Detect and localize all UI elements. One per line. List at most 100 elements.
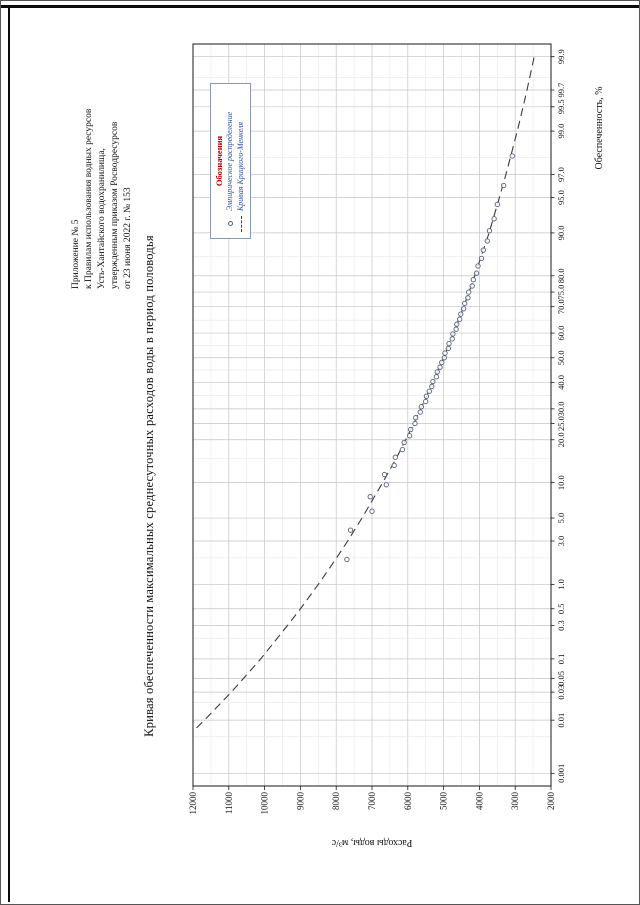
- empirical-point: [413, 415, 419, 421]
- legend-title: Обозначения: [214, 135, 224, 187]
- empirical-point: [406, 433, 413, 439]
- x-tick-label: 0.5: [556, 603, 566, 614]
- empirical-point: [449, 336, 455, 342]
- x-tick-label: 0.01: [556, 713, 566, 728]
- empirical-point: [501, 182, 507, 189]
- y-tick-label: 12000: [188, 792, 198, 815]
- empirical-point: [470, 277, 476, 283]
- empirical-point: [460, 306, 467, 312]
- y-tick-label: 8000: [331, 792, 341, 811]
- y-tick-label: 7000: [367, 792, 377, 811]
- x-tick-label: 99.7: [556, 83, 566, 98]
- empirical-point: [439, 359, 445, 366]
- y-tick-label: 9000: [295, 792, 305, 811]
- empirical-point: [423, 393, 430, 399]
- x-tick-label: 90.0: [556, 225, 566, 240]
- x-tick-label: 10.0: [556, 475, 566, 490]
- empirical-point: [434, 369, 440, 375]
- empirical-point: [457, 316, 463, 322]
- empirical-point: [437, 364, 443, 370]
- empirical-point: [369, 508, 375, 514]
- x-tick-label: 0.001: [556, 764, 566, 783]
- x-tick-label: 30.0: [556, 401, 566, 416]
- empirical-point: [401, 439, 407, 446]
- empirical-point: [408, 426, 414, 433]
- empirical-point: [450, 331, 456, 337]
- empirical-point: [473, 270, 480, 276]
- empirical-point: [433, 374, 440, 380]
- empirical-point: [347, 527, 354, 533]
- empirical-point: [484, 238, 490, 244]
- empirical-point: [509, 153, 515, 159]
- empirical-point: [454, 321, 460, 327]
- plot-frame: [192, 43, 552, 787]
- y-tick-label: 11000: [224, 792, 234, 815]
- empirical-point: [391, 462, 397, 469]
- empirical-point: [466, 289, 472, 295]
- x-axis-title: Обеспеченность, %: [594, 87, 605, 170]
- scan-border-top: [1, 5, 639, 8]
- kritsky-menkel-curve: [193, 56, 535, 774]
- empirical-point: [465, 295, 471, 301]
- empirical-point: [453, 326, 459, 332]
- empirical-point: [494, 201, 500, 208]
- y-tick-label: 2000: [546, 792, 556, 811]
- empirical-point: [429, 383, 435, 390]
- x-tick-label: 0.05: [556, 671, 566, 686]
- empirical-point: [392, 454, 398, 460]
- x-tick-label: 20.0: [556, 432, 566, 447]
- empirical-point: [430, 378, 436, 385]
- x-tick-label: 60.0: [556, 326, 566, 341]
- empirical-point: [381, 471, 388, 478]
- x-tick-label: 99.5: [556, 99, 566, 114]
- empirical-point: [412, 420, 418, 427]
- empirical-point: [367, 494, 373, 500]
- x-tick-label: 99.0: [556, 124, 566, 139]
- x-tick-label: 75.0: [556, 285, 566, 300]
- empirical-point: [399, 446, 406, 453]
- empirical-point: [441, 355, 447, 361]
- empirical-point: [480, 247, 486, 253]
- x-tick-label: 50.0: [556, 350, 566, 365]
- chart-legend: Обозначения Эмпирическое распределение К…: [210, 83, 251, 239]
- empirical-point: [469, 283, 475, 289]
- x-tick-label: 0.3: [556, 620, 566, 631]
- empirical-point: [383, 482, 389, 488]
- y-tick-label: 4000: [474, 792, 484, 811]
- empirical-point: [478, 255, 485, 262]
- empirical-point: [426, 388, 432, 394]
- x-tick-label: 3.0: [556, 536, 566, 547]
- empirical-point: [344, 556, 350, 563]
- x-tick-label: 25.0: [556, 416, 566, 431]
- x-tick-label: 70.0: [556, 299, 566, 314]
- x-tick-label: 0.03: [556, 685, 566, 700]
- circle-marker-icon: [227, 215, 233, 233]
- x-tick-label: 97.0: [556, 167, 566, 182]
- empirical-point: [475, 263, 481, 269]
- y-tick-label: 10000: [260, 792, 270, 815]
- scan-border-left: [8, 5, 10, 902]
- empirical-point: [458, 311, 464, 317]
- x-tick-label: 95.0: [556, 190, 566, 205]
- empirical-point: [418, 404, 425, 410]
- empirical-point: [423, 398, 429, 405]
- x-tick-label: 0.1: [556, 654, 566, 665]
- empirical-point: [486, 228, 493, 234]
- empirical-point: [417, 409, 423, 415]
- empirical-point: [491, 216, 497, 222]
- legend-label-empirical: Эмпирическое распределение: [225, 111, 234, 211]
- y-tick-label: 3000: [510, 792, 520, 811]
- x-tick-label: 1.0: [556, 579, 566, 590]
- x-tick-label: 99.9: [556, 49, 566, 64]
- x-tick-label: 40.0: [556, 375, 566, 390]
- x-tick-label: 80.0: [556, 268, 566, 283]
- empirical-point: [462, 300, 468, 307]
- dash-line-icon: [240, 215, 242, 233]
- y-tick-label: 5000: [439, 792, 449, 811]
- y-axis-title: Расходы воды, м³/с: [331, 837, 412, 848]
- empirical-point: [442, 350, 448, 356]
- legend-item-empirical: Эмпирическое распределение: [225, 89, 235, 233]
